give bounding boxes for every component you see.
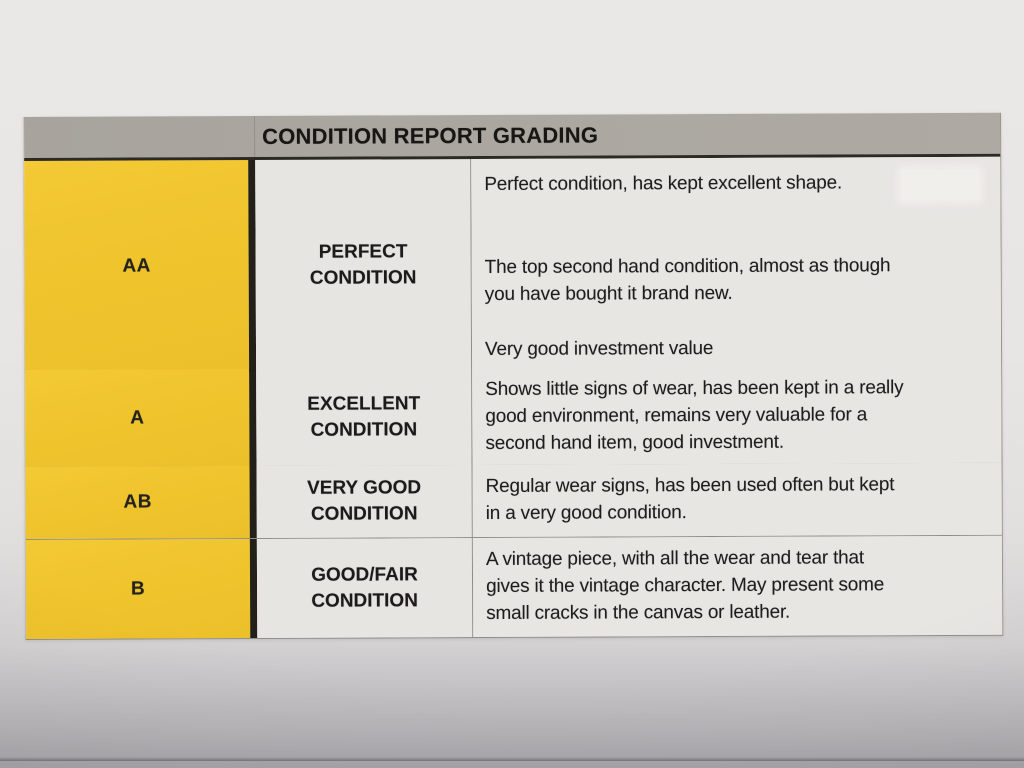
table-header: CONDITION REPORT GRADING	[23, 112, 1001, 161]
grade-label: A	[130, 406, 145, 429]
table-row-b: B GOOD/FAIR CONDITION A vintage piece, w…	[25, 534, 1003, 639]
description-paragraph: The top second hand condition, almost as…	[484, 255, 891, 305]
table-title: CONDITION REPORT GRADING	[262, 121, 599, 149]
condition-label: VERY GOOD CONDITION	[307, 477, 422, 525]
grade-label: AB	[123, 491, 152, 513]
paper-edge-shadow	[0, 757, 1024, 761]
description-cell-ab: Regular wear signs, has been used often …	[472, 462, 1002, 538]
grade-cell-a: A	[25, 368, 257, 467]
description-paragraph: Very good investment value	[484, 337, 714, 360]
grade-cell-aa: AA	[24, 159, 257, 373]
grade-label: B	[130, 577, 146, 600]
condition-label: EXCELLENT CONDITION	[307, 392, 421, 441]
condition-label: PERFECT CONDITION	[309, 241, 417, 289]
description-paragraph: Regular wear signs, has been used often …	[485, 474, 895, 524]
condition-label: GOOD/FAIR CONDITION	[311, 563, 418, 612]
table-row-aa: AA PERFECT CONDITION Perfect condition, …	[24, 156, 1002, 373]
description-paragraph: A vintage piece, with all the wear and t…	[485, 547, 885, 624]
condition-label-cell-a: EXCELLENT CONDITION	[256, 368, 473, 466]
description-cell-b: A vintage piece, with all the wear and t…	[472, 535, 1003, 638]
description-paragraph: Shows little signs of wear, has been kep…	[485, 377, 904, 454]
whiteout-patch	[901, 169, 980, 201]
grade-cell-ab: AB	[25, 465, 257, 539]
description-cell-aa: Perfect condition, has kept excellent sh…	[471, 156, 1002, 372]
condition-label-cell-aa: PERFECT CONDITION	[255, 159, 473, 372]
grade-label: AA	[122, 255, 151, 277]
table-row-ab: AB VERY GOOD CONDITION Regular wear sign…	[25, 461, 1002, 539]
grade-cell-b: B	[25, 538, 258, 639]
condition-grading-table: CONDITION REPORT GRADING AA PERFECT COND…	[23, 112, 1004, 640]
condition-label-cell-b: GOOD/FAIR CONDITION	[256, 538, 474, 638]
condition-label-cell-ab: VERY GOOD CONDITION	[256, 465, 473, 538]
table-row-a: A EXCELLENT CONDITION Shows little signs…	[25, 364, 1002, 467]
description-cell-a: Shows little signs of wear, has been kep…	[472, 365, 1002, 466]
